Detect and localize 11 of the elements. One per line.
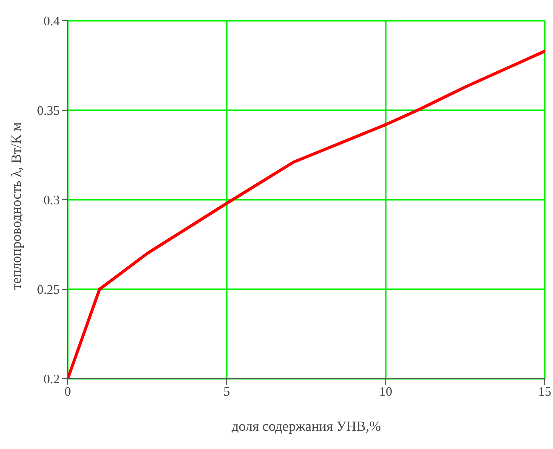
y-tick-label: 0.35 <box>37 103 60 118</box>
x-tick-label: 5 <box>224 384 230 400</box>
x-tick-label: 10 <box>380 384 392 400</box>
x-tick-label: 0 <box>64 384 72 400</box>
y-tick-label: 0.2 <box>44 372 60 387</box>
y-tick-label: 0.3 <box>44 192 60 208</box>
y-tick-label: 0.4 <box>44 14 60 29</box>
y-tick-label: 0.25 <box>37 282 60 298</box>
x-axis-title: доля содержания УНВ,% <box>232 420 382 435</box>
y-axis-title: теплопроводность λ, Вт/К м <box>10 122 25 290</box>
x-tick-label: 15 <box>538 384 552 400</box>
